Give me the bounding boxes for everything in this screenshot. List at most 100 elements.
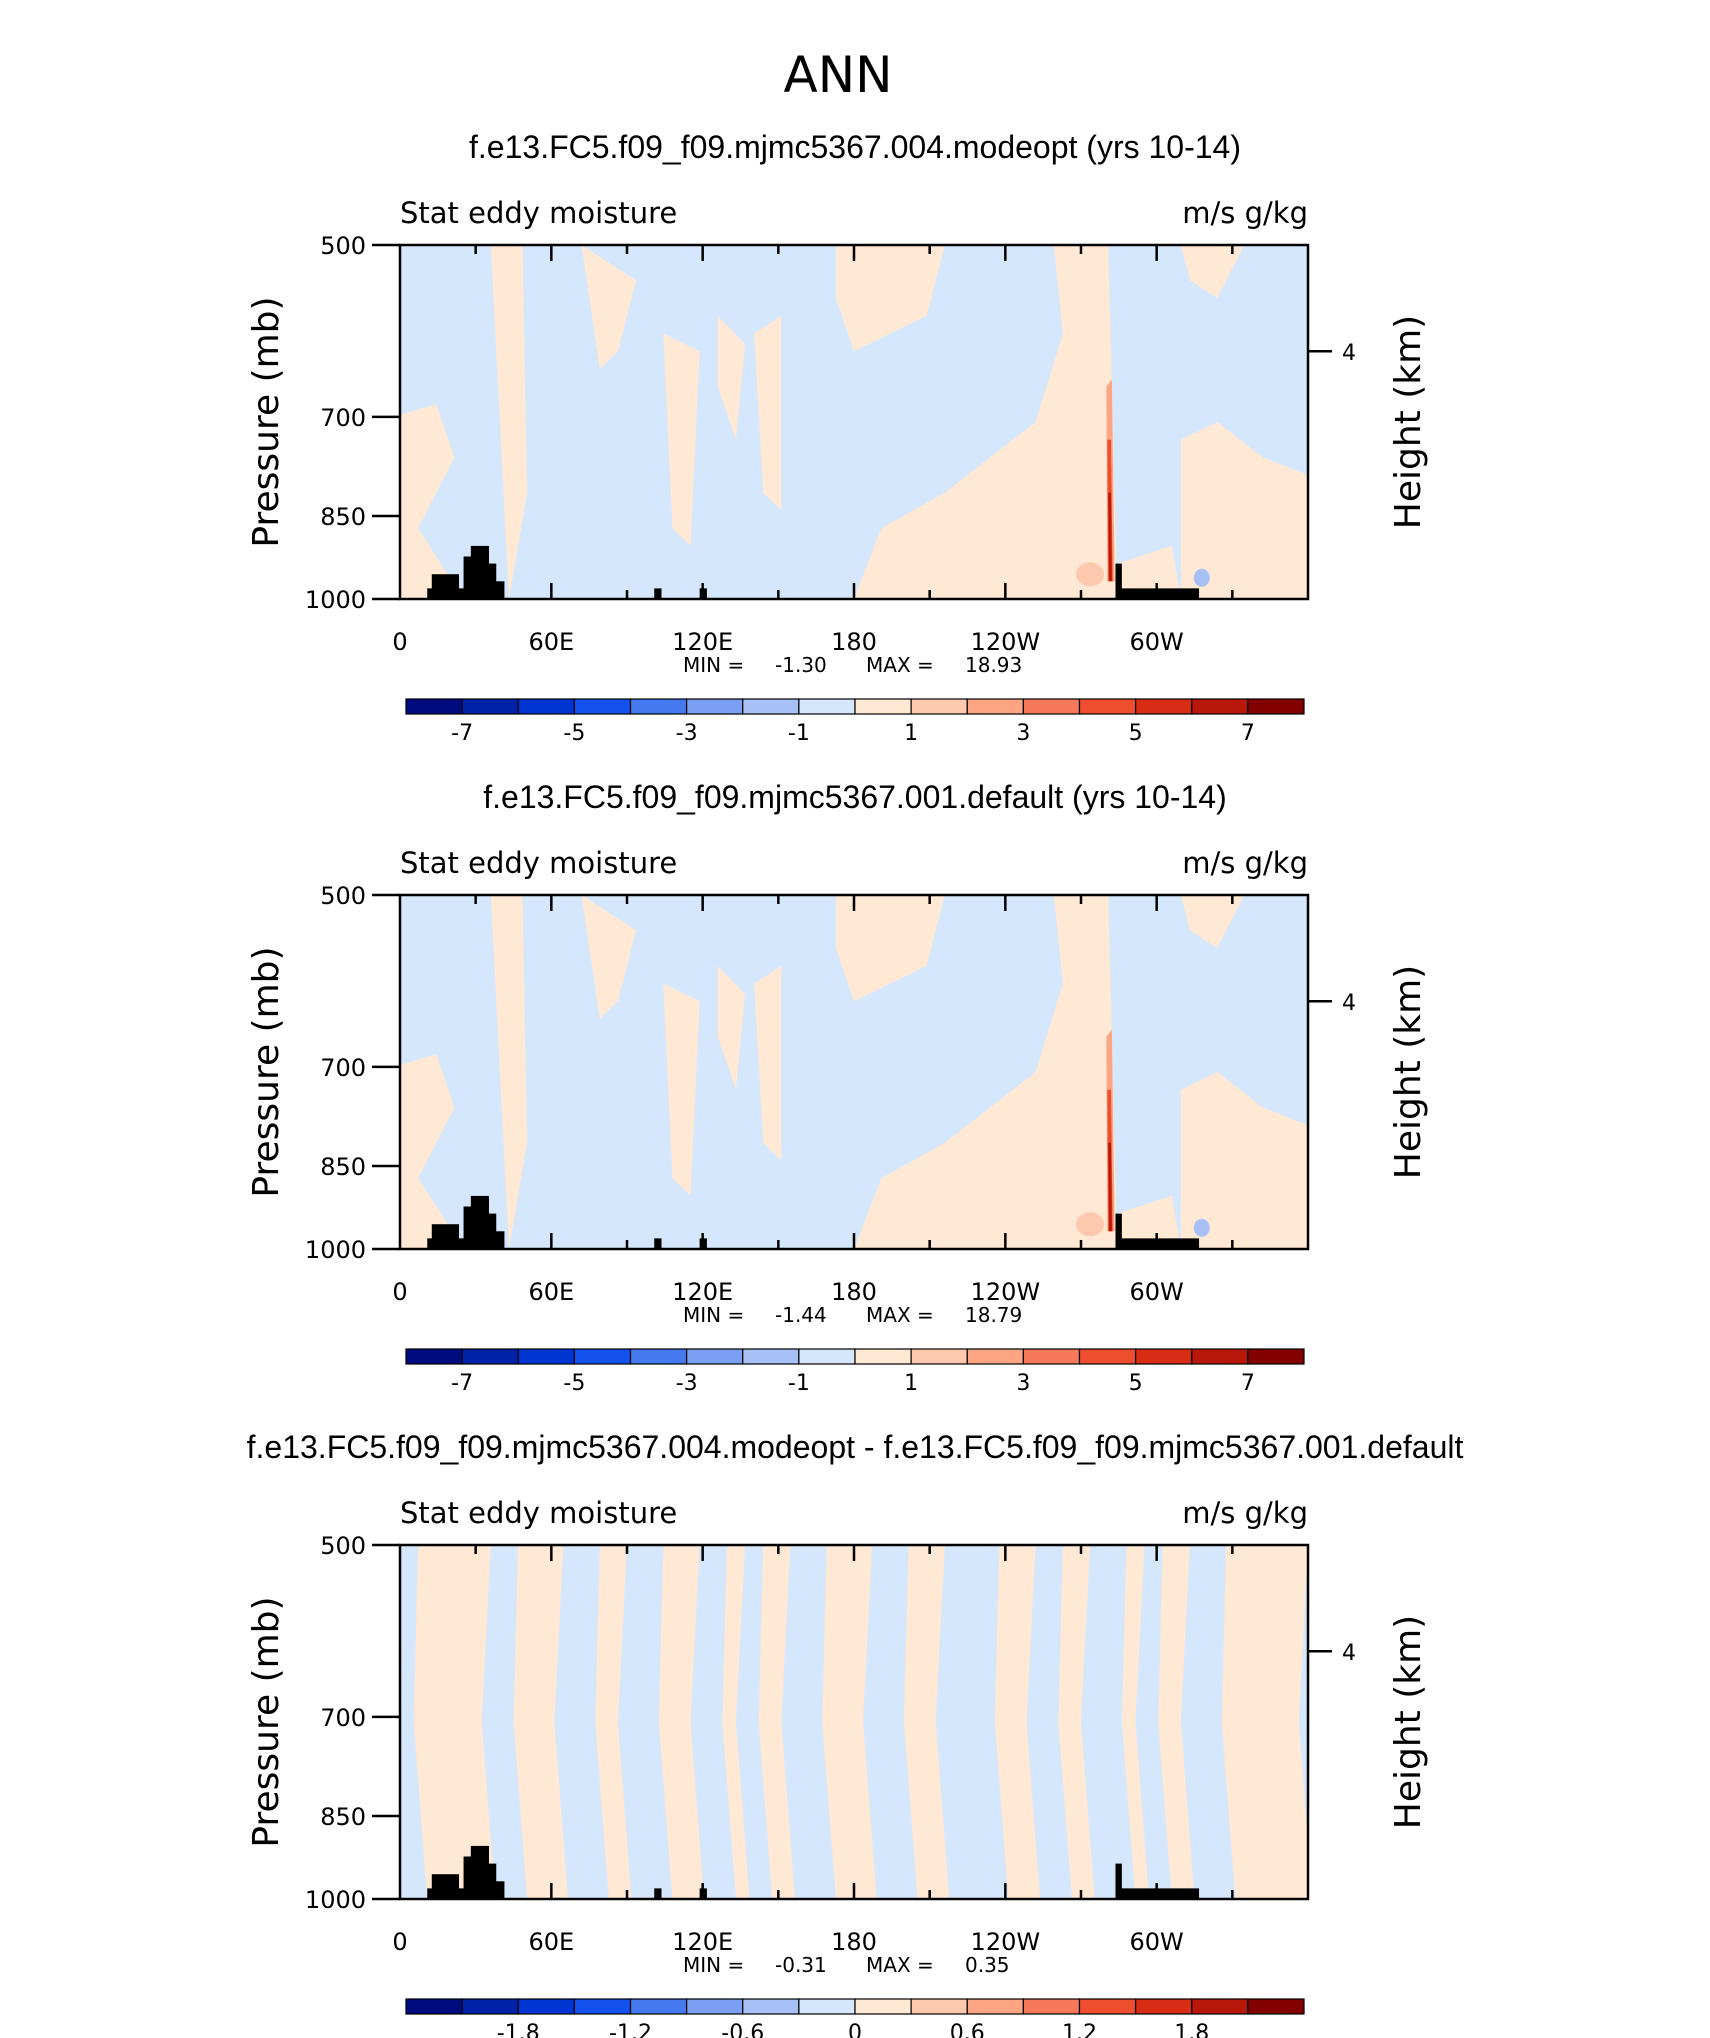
x-tick-label: 0 <box>392 628 407 656</box>
colorbar-swatch <box>686 698 744 715</box>
contour-plume-core <box>1108 1142 1112 1232</box>
colorbar-swatch <box>854 1998 912 2015</box>
positive-contour-region <box>835 245 945 352</box>
colorbar-swatch <box>629 698 688 715</box>
min-label: MIN = <box>683 653 744 677</box>
x-tick-label: 60W <box>1130 1278 1184 1306</box>
colorbar-swatch <box>629 1348 688 1365</box>
contour-field <box>400 895 1308 1249</box>
land-mask <box>431 574 460 599</box>
x-tick-label: 60E <box>528 1278 574 1306</box>
max-label: MAX = <box>866 1953 934 1977</box>
colorbar-label: -5 <box>563 721 585 746</box>
land-mask <box>654 588 662 599</box>
colorbar-swatch <box>517 1998 575 2015</box>
colorbar-swatch <box>517 698 575 715</box>
positive-contour-region <box>1117 545 1181 599</box>
y-tick-label: 700 <box>320 404 366 432</box>
positive-contour-blob <box>1076 562 1105 587</box>
land-mask <box>654 1238 662 1249</box>
colorbar-label: 1.2 <box>1062 2021 1097 2038</box>
y-right-axis-label: Height (km) <box>1388 1615 1429 1829</box>
positive-contour-region <box>903 1545 950 1899</box>
colorbar-label: 1.8 <box>1174 2021 1209 2038</box>
colorbar-swatch <box>686 1348 744 1365</box>
y-tick-label: 500 <box>320 1532 366 1560</box>
x-tick-label: 120W <box>971 1278 1041 1306</box>
panel-3: 0 60E 120E 180 120W 60W 500 700 850 1000 4 f.e13.FC… <box>246 1429 1463 2038</box>
positive-contour-region <box>1180 1072 1308 1249</box>
land-mask <box>490 1231 505 1249</box>
y-right-axis-label: Height (km) <box>1388 965 1429 1179</box>
colorbar-swatch <box>910 1348 968 1365</box>
y-tick-label: 850 <box>320 1803 366 1831</box>
positive-contour-region <box>994 1545 1041 1899</box>
land-mask <box>1115 1213 1122 1249</box>
colorbar-swatch <box>1022 1998 1081 2015</box>
land-mask <box>431 1224 460 1249</box>
x-tick-label: 0 <box>392 1928 407 1956</box>
positive-contour-region <box>722 1545 750 1899</box>
positive-contour-region <box>1058 1545 1095 1899</box>
land-mask <box>490 1881 505 1899</box>
colorbar-swatch <box>405 1998 463 2015</box>
x-tick-label: 180 <box>831 628 877 656</box>
colorbar-swatch <box>461 698 519 715</box>
colorbar-swatch <box>573 698 632 715</box>
y-tick-label: 700 <box>320 1054 366 1082</box>
colorbar-swatch <box>461 1998 519 2015</box>
colorbar-swatch <box>798 698 856 715</box>
colorbar-swatch <box>1022 1348 1081 1365</box>
positive-contour-region <box>1121 1545 1150 1899</box>
units-label: m/s g/kg <box>1182 1496 1308 1530</box>
panel-2: 0 60E 120E 180 120W 60W 500 700 850 1000 4 f.e13.FC… <box>246 779 1429 1396</box>
colorbar-swatch <box>686 1998 744 2015</box>
colorbar-label: 5 <box>1129 721 1143 746</box>
positive-contour-region <box>581 895 637 1019</box>
colorbar-swatch <box>742 698 800 715</box>
y-axis-label: Pressure (mb) <box>246 946 287 1197</box>
positive-contour-region <box>758 1545 795 1899</box>
y-right-tick-label: 4 <box>1342 341 1356 366</box>
panel-title: f.e13.FC5.f09_f09.mjmc5367.004.modeopt (… <box>469 129 1241 165</box>
x-tick-label: 180 <box>831 1278 877 1306</box>
y-tick-label: 1000 <box>305 1886 366 1914</box>
x-tick-label: 60E <box>528 1928 574 1956</box>
colorbar-swatch <box>1191 1998 1249 2015</box>
colorbar-swatch <box>573 1998 632 2015</box>
min-label: MIN = <box>683 1953 744 1977</box>
y-tick-label: 1000 <box>305 586 366 614</box>
y-tick-label: 850 <box>320 1153 366 1181</box>
colorbar-swatch <box>910 698 968 715</box>
panel-1: 0 60E 120E 180 120W 60W 500 700 850 1000 4 f.e13.FC… <box>246 129 1429 746</box>
colorbar-swatch <box>798 1348 856 1365</box>
positive-contour-blob <box>1076 1212 1105 1237</box>
x-tick-label: 120E <box>672 1928 733 1956</box>
colorbar-swatch <box>1078 698 1137 715</box>
colorbar-swatch <box>854 1348 912 1365</box>
colorbar-swatch <box>1022 698 1081 715</box>
positive-contour-region <box>400 404 464 599</box>
land-mask <box>1117 1888 1200 1899</box>
positive-contour-region <box>1180 245 1245 299</box>
x-tick-label: 120E <box>672 1278 733 1306</box>
colorbar-swatch <box>405 1348 463 1365</box>
variable-label: Stat eddy moisture <box>400 196 677 230</box>
positive-contour-region <box>1221 1545 1308 1899</box>
panel-title: f.e13.FC5.f09_f09.mjmc5367.001.default (… <box>483 779 1227 815</box>
min-value: -0.31 <box>775 1953 827 1977</box>
colorbar-swatch <box>629 1998 688 2015</box>
colorbar-swatch <box>573 1348 632 1365</box>
colorbar-label: -1.2 <box>609 2021 652 2038</box>
units-label: m/s g/kg <box>1182 846 1308 880</box>
colorbar-swatch <box>1078 1998 1137 2015</box>
colorbar-swatch <box>798 1998 856 2015</box>
colorbar-swatch <box>1135 698 1193 715</box>
x-tick-label: 120W <box>971 1928 1041 1956</box>
colorbar-swatch <box>1247 1998 1305 2015</box>
positive-contour-region <box>595 1545 632 1899</box>
y-right-tick-label: 4 <box>1342 1641 1356 1666</box>
panel-title: f.e13.FC5.f09_f09.mjmc5367.004.modeopt -… <box>247 1429 1464 1465</box>
colorbar-label: 1 <box>904 1371 918 1396</box>
x-tick-label: 120E <box>672 628 733 656</box>
